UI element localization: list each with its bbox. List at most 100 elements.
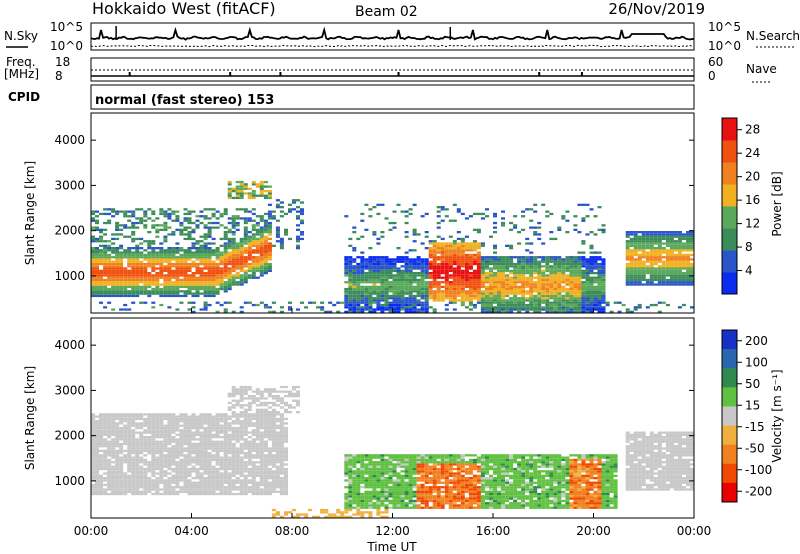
power-cell — [99, 294, 104, 298]
power-cell — [211, 221, 216, 225]
power-cell — [320, 301, 325, 304]
power-cell — [215, 276, 220, 279]
velocity-cell — [171, 470, 176, 473]
velocity-cell — [119, 449, 124, 452]
velocity-cell — [115, 474, 120, 477]
power-cell — [115, 221, 120, 225]
power-cell — [267, 251, 272, 254]
power-cell — [505, 306, 510, 309]
velocity-cell — [199, 422, 204, 425]
velocity-cell — [159, 492, 164, 496]
power-cell — [509, 221, 514, 225]
power-cell — [577, 283, 582, 286]
power-cell — [416, 301, 421, 304]
power-cell — [485, 301, 490, 304]
power-cell — [279, 210, 284, 213]
power-cell — [352, 267, 357, 270]
velocity-cell — [199, 486, 204, 489]
power-cell — [207, 272, 212, 275]
power-cell — [356, 276, 361, 279]
velocity-cell — [99, 481, 104, 484]
power-cell — [119, 233, 124, 236]
power-cell — [497, 281, 502, 284]
power-cell — [565, 210, 570, 213]
velocity-cell — [111, 486, 116, 489]
power-cell — [107, 269, 112, 272]
power-cell — [645, 242, 650, 245]
power-cell — [251, 212, 256, 216]
power-cell — [673, 253, 678, 257]
power-cell — [396, 294, 401, 298]
velocity-cell — [91, 477, 96, 480]
power-cell — [665, 233, 670, 236]
velocity-cell — [155, 429, 160, 432]
velocity-cell — [171, 449, 176, 452]
power-cell — [533, 281, 538, 284]
power-cell — [493, 267, 498, 270]
velocity-cell — [167, 426, 172, 430]
velocity-cell — [187, 474, 192, 477]
power-cell — [625, 240, 630, 243]
velocity-cell — [195, 429, 200, 432]
power-cell — [207, 208, 212, 211]
power-cell — [633, 231, 638, 234]
power-cell — [95, 215, 100, 218]
power-cell — [99, 276, 104, 279]
velocity-cell — [147, 483, 152, 487]
power-cell — [235, 253, 240, 257]
velocity-cell — [155, 465, 160, 468]
power-cell — [111, 233, 116, 236]
velocity-cell — [119, 431, 124, 434]
power-cell — [476, 231, 481, 234]
velocity-cell — [119, 474, 124, 477]
power-cell — [669, 231, 674, 234]
velocity-cell — [147, 429, 152, 432]
power-cell — [360, 294, 365, 298]
power-cell — [404, 290, 409, 293]
power-cell — [235, 194, 240, 197]
power-cell — [235, 221, 240, 225]
velocity-cell — [167, 490, 172, 493]
velocity-cell — [227, 461, 232, 464]
velocity-cell — [187, 467, 192, 471]
velocity-cell — [215, 472, 220, 475]
power-cell — [593, 258, 598, 261]
power-cell — [629, 253, 634, 257]
power-cell — [384, 297, 389, 300]
power-cell — [525, 258, 530, 261]
power-cell — [107, 292, 112, 295]
velocity-cell — [231, 474, 236, 477]
power-cell — [472, 242, 477, 245]
power-cell — [119, 224, 124, 227]
velocity-cell — [251, 433, 256, 436]
power-cell — [392, 267, 397, 270]
velocity-cell — [143, 431, 148, 434]
power-cell — [143, 265, 148, 268]
power-cell — [396, 269, 401, 272]
velocity-cell — [183, 483, 188, 487]
power-cell — [376, 290, 381, 293]
velocity-cell — [239, 406, 244, 409]
power-cell — [231, 283, 236, 286]
power-cell — [521, 228, 526, 231]
power-cell — [159, 251, 164, 254]
power-cell — [111, 210, 116, 213]
power-cell — [215, 253, 220, 257]
power-cell — [211, 208, 216, 211]
velocity-cell — [147, 426, 152, 430]
velocity-cell — [243, 481, 248, 484]
power-cell — [328, 301, 333, 304]
power-cell — [541, 258, 546, 261]
power-cell — [219, 251, 224, 254]
power-cell — [239, 183, 244, 186]
power-cell — [255, 185, 260, 188]
power-cell — [432, 247, 437, 250]
power-cell — [625, 247, 630, 250]
power-cell — [653, 303, 658, 307]
velocity-cell — [223, 458, 228, 462]
power-cell — [485, 276, 490, 279]
velocity-cell — [95, 477, 100, 480]
power-cell — [601, 260, 606, 263]
velocity-cell — [119, 456, 124, 459]
velocity-cell — [255, 397, 260, 400]
